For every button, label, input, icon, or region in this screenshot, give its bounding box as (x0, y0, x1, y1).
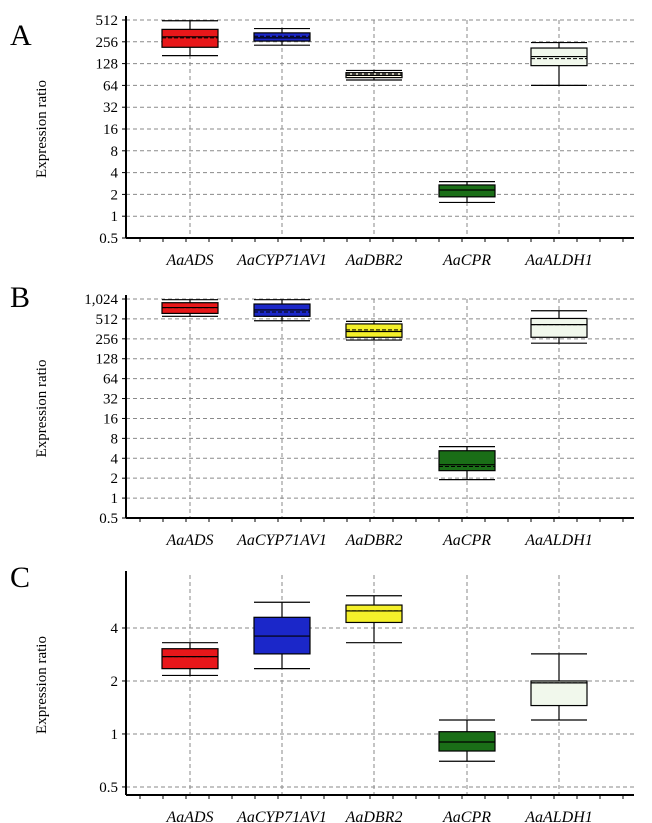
category-label: AaALDH1 (524, 532, 593, 549)
category-label: AaCPR (442, 809, 491, 823)
y-tick-label: 2 (111, 674, 119, 690)
category-label: AaDBR2 (345, 252, 403, 269)
iqr-box (438, 731, 496, 752)
y-tick-label: 0.5 (99, 511, 118, 527)
box-aacpr (438, 446, 496, 481)
iqr-box (530, 317, 588, 338)
iqr-box (345, 323, 403, 338)
panel-a: A 0.5 1 2 4 8 16 32 64 128 256 512 Expression ratio… (10, 13, 634, 269)
y-tick-label: 16 (103, 411, 119, 427)
category-label: AaCYP71AV1 (236, 809, 327, 823)
box-aadbr2 (345, 69, 403, 81)
category-label: AaCYP71AV1 (236, 252, 327, 269)
y-tick-label: 64 (103, 372, 119, 388)
y-tick-label: 4 (111, 621, 119, 637)
y-tick-label: 4 (111, 166, 119, 182)
category-label: AaADS (165, 809, 213, 823)
y-tick-label: 512 (96, 13, 119, 29)
y-tick-label: 128 (96, 57, 119, 73)
y-tick-label: 4 (111, 451, 119, 467)
panel-b: B 0.5 1 2 4 8 16 32 64 128 256 512 1,024 Expression … (10, 281, 634, 549)
y-tick-label: 1 (111, 209, 119, 225)
box-aaaldh1 (530, 41, 588, 87)
y-tick-label: 256 (96, 35, 119, 51)
category-label: AaALDH1 (524, 809, 593, 823)
y-tick-label: 1 (111, 727, 119, 743)
category-label: AaDBR2 (345, 532, 403, 549)
y-tick-label: 32 (103, 100, 118, 116)
panel-letter-c: C (10, 561, 30, 594)
y-tick-label: 16 (103, 122, 119, 138)
y-tick-label: 256 (96, 332, 119, 348)
iqr-box (438, 184, 496, 198)
y-axis-title: Expression ratio (34, 80, 50, 178)
y-tick-label: 8 (111, 431, 119, 447)
iqr-box (161, 648, 219, 670)
box-aaads (161, 20, 219, 57)
y-tick-label: 32 (103, 392, 118, 408)
box-aadbr2 (345, 595, 403, 644)
y-tick-label: 2 (111, 471, 119, 487)
box-aacpr (438, 719, 496, 762)
panel-c: C 0.5 1 2 4 Expression ratio AaADS AaCYP71AV1 A… (10, 561, 634, 823)
box-aadbr2 (345, 320, 403, 341)
y-axis-title: Expression ratio (34, 636, 50, 734)
category-label: AaCYP71AV1 (236, 532, 327, 549)
category-label: AaADS (165, 252, 213, 269)
box-aacyp71av1 (253, 601, 311, 670)
y-axis-title: Expression ratio (34, 360, 50, 458)
box-aacyp71av1 (253, 27, 311, 46)
box-aaaldh1 (530, 310, 588, 344)
y-tick-label: 1,024 (84, 292, 118, 308)
y-tick-label: 128 (96, 352, 119, 368)
iqr-box (530, 680, 588, 707)
y-tick-label: 8 (111, 144, 119, 160)
iqr-box (253, 32, 311, 42)
y-tick-label: 0.5 (99, 780, 118, 796)
y-tick-label: 512 (96, 312, 119, 328)
y-tick-label: 64 (103, 78, 119, 94)
box-aacpr (438, 181, 496, 204)
category-label: AaDBR2 (345, 809, 403, 823)
panel-letter-a: A (10, 19, 32, 52)
box-aacyp71av1 (253, 299, 311, 322)
category-label: AaCPR (442, 252, 491, 269)
y-tick-label: 0.5 (99, 231, 118, 247)
box-aaaldh1 (530, 653, 588, 721)
box-aaads (161, 299, 219, 317)
category-label: AaCPR (442, 532, 491, 549)
iqr-box (438, 450, 496, 472)
panel-letter-b: B (10, 281, 30, 314)
category-label: AaALDH1 (524, 252, 593, 269)
y-tick-label: 1 (111, 491, 119, 507)
y-tick-label: 2 (111, 187, 119, 203)
box-aaads (161, 642, 219, 677)
category-label: AaADS (165, 532, 213, 549)
iqr-box (345, 604, 403, 624)
